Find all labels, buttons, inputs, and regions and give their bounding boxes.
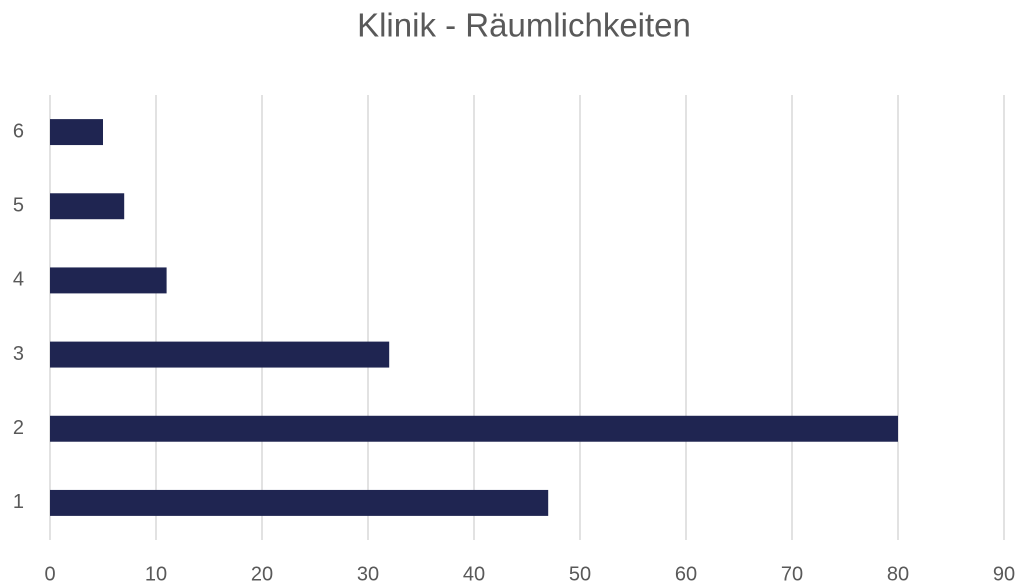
x-tick-label: 30	[357, 563, 379, 585]
x-tick-label: 70	[781, 563, 803, 585]
bar	[50, 267, 167, 294]
y-tick-label: 2	[13, 417, 24, 439]
x-tick-label: 90	[993, 563, 1015, 585]
y-tick-label: 1	[13, 491, 24, 513]
x-tick-label: 50	[569, 563, 591, 585]
y-tick-label: 6	[13, 120, 24, 142]
x-tick-label: 0	[44, 563, 55, 585]
bar	[50, 341, 390, 368]
x-tick-label: 40	[463, 563, 485, 585]
bar	[50, 489, 549, 516]
x-tick-label: 80	[887, 563, 909, 585]
bar	[50, 415, 898, 442]
y-tick-label: 3	[13, 343, 24, 365]
y-tick-label: 4	[13, 269, 24, 291]
x-tick-label: 10	[145, 563, 167, 585]
bar	[50, 119, 103, 146]
bar	[50, 193, 125, 220]
x-tick-label: 60	[675, 563, 697, 585]
x-tick-label: 20	[251, 563, 273, 585]
y-tick-label: 5	[13, 195, 24, 217]
chart-title: Klinik - Räumlichkeiten	[357, 7, 691, 44]
